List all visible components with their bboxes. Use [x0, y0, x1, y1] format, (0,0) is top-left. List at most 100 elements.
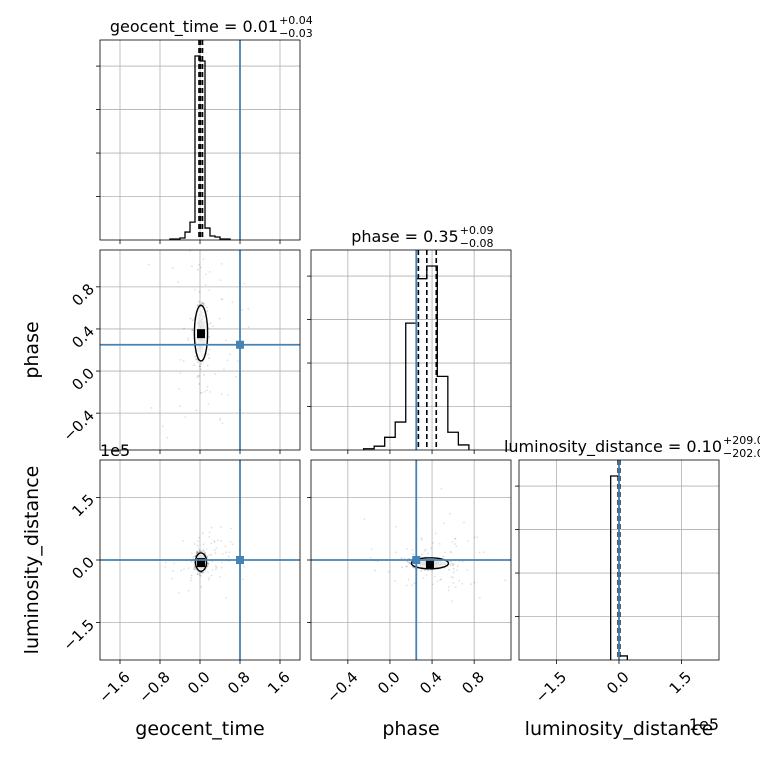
- scatter-point: [421, 538, 423, 541]
- scatter-point: [452, 576, 455, 579]
- scatter-point: [454, 586, 457, 589]
- scatter-point: [198, 263, 200, 266]
- scatter-point: [226, 359, 229, 362]
- panel-title-phase: phase = 0.35 +0.09−0.08: [351, 224, 493, 250]
- scatter-point: [423, 549, 426, 552]
- scatter-point: [412, 566, 414, 569]
- scatter-point: [219, 575, 221, 578]
- scatter-point: [242, 565, 245, 568]
- scatter-point: [450, 576, 453, 578]
- scatter-point: [171, 452, 173, 454]
- scatter-point: [196, 358, 198, 360]
- scatter-point: [387, 570, 390, 573]
- scatter-point: [198, 536, 201, 539]
- panel-hist-luminosity_distance: −1.5 0.0 1.5 luminosity_distance = 0.10 +209…: [504, 434, 760, 707]
- scatter-point: [400, 557, 403, 559]
- scatter-point: [473, 536, 476, 539]
- scatter-point: [227, 394, 229, 396]
- scatter-point: [211, 569, 214, 571]
- scatter-point: [198, 574, 201, 577]
- scatter-point: [394, 580, 396, 582]
- panel-scatter-phase-luminosity_distance: −0.4 0.0 0.4 0.8: [307, 459, 512, 707]
- tick-label-phase: 0.8: [68, 280, 98, 310]
- scatter-point: [195, 409, 198, 412]
- ylabel-luminosity_distance: luminosity_distance: [21, 466, 43, 655]
- scatter-point: [184, 222, 186, 224]
- scatter-point: [199, 575, 202, 577]
- scatter-point: [425, 574, 428, 576]
- scatter-point: [202, 549, 205, 551]
- scatter-point: [196, 544, 199, 547]
- scatter-point: [190, 574, 193, 577]
- scatter-point: [202, 303, 205, 305]
- scatter-point: [187, 337, 190, 340]
- scatter-point: [212, 325, 215, 328]
- title-minus: −0.03: [279, 27, 313, 40]
- scatter-point: [161, 425, 164, 428]
- scatter-point: [478, 596, 481, 599]
- scatter-point: [220, 539, 223, 542]
- scatter-point: [235, 375, 237, 378]
- scatter-point: [191, 265, 193, 268]
- scatter-point: [202, 550, 205, 553]
- tick-label-phase: 0.0: [68, 364, 98, 394]
- scatter-point: [408, 562, 411, 565]
- scatter-point: [213, 541, 216, 544]
- scatter-point: [483, 551, 485, 554]
- scatter-point: [201, 302, 204, 304]
- scatter-point: [452, 567, 455, 570]
- scatter-point: [208, 327, 211, 330]
- scatter-point: [206, 306, 208, 309]
- scatter-point: [407, 561, 409, 563]
- scatter-point: [193, 364, 196, 367]
- scatter-point: [208, 348, 211, 351]
- tick-label-phase: −0.4: [323, 668, 361, 706]
- scatter-point: [440, 487, 443, 490]
- tick-label-luminosity_distance: 0.0: [603, 668, 633, 698]
- scatter-point: [395, 551, 397, 554]
- tick-label-luminosity_distance: 0.0: [68, 553, 98, 583]
- scatter-point: [240, 309, 243, 311]
- scatter-point: [450, 551, 453, 554]
- scatter-point: [432, 542, 435, 544]
- density-peak: [197, 329, 205, 339]
- scatter-point: [210, 542, 213, 545]
- scatter-point: [456, 569, 458, 571]
- scatter-point: [424, 548, 427, 551]
- scatter-point: [191, 329, 194, 332]
- scatter-point: [434, 532, 437, 535]
- title-minus: −202.02: [723, 447, 760, 460]
- scatter-point: [205, 273, 207, 276]
- scatter-point: [190, 577, 193, 580]
- tick-label-phase: 0.0: [374, 668, 404, 698]
- scatter-point: [458, 579, 461, 582]
- scatter-point: [179, 405, 182, 408]
- scatter-point: [206, 364, 209, 367]
- scatter-cloud: [164, 526, 245, 599]
- scatter-point: [208, 270, 211, 273]
- scatter-point: [198, 550, 201, 553]
- scatter-point: [242, 578, 244, 581]
- scatter-point: [201, 571, 203, 574]
- scatter-point: [196, 361, 199, 364]
- scatter-point: [476, 536, 479, 538]
- ylabel-phase: phase: [21, 321, 43, 378]
- scatter-point: [221, 422, 224, 424]
- panel-title-geocent_time: geocent_time = 0.01 +0.04−0.03: [110, 14, 313, 40]
- scatter-point: [208, 535, 211, 538]
- scatter-point: [198, 572, 201, 574]
- scatter-point: [219, 279, 222, 282]
- scatter-point: [198, 300, 201, 303]
- scatter-point: [171, 267, 174, 269]
- scatter-point: [194, 568, 197, 571]
- scatter-point: [229, 353, 231, 356]
- scatter-point: [206, 556, 209, 558]
- scatter-point: [405, 584, 408, 587]
- scatter-point: [166, 436, 169, 439]
- scatter-point: [208, 553, 211, 556]
- scatter-point: [173, 562, 176, 565]
- offset-label-x: 1e5: [689, 715, 719, 734]
- scatter-point: [206, 555, 208, 557]
- scatter-point: [164, 566, 167, 568]
- xlabel-luminosity_distance: luminosity_distance: [525, 718, 714, 740]
